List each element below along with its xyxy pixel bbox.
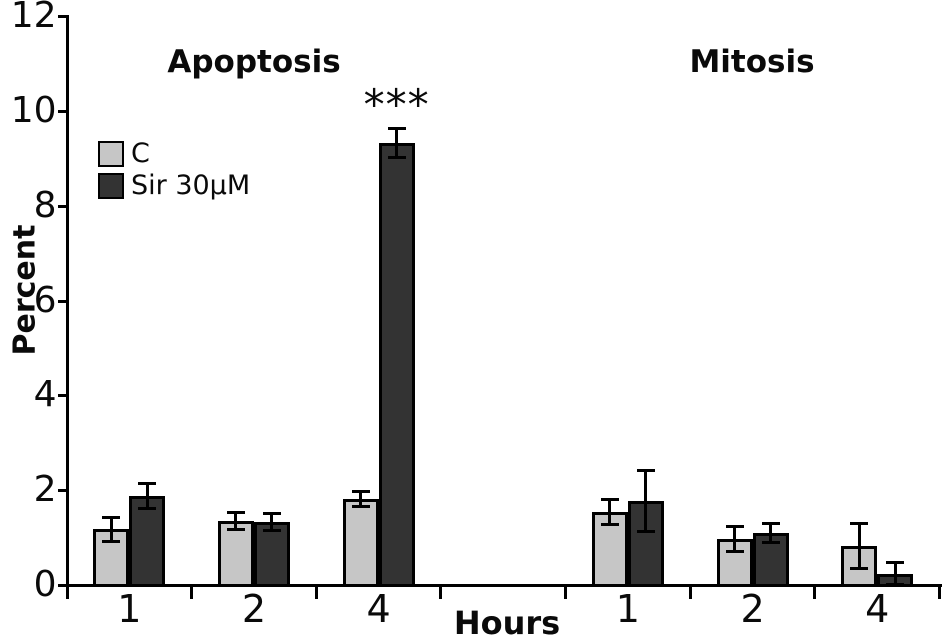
error-bar-cap <box>387 127 406 131</box>
error-bar-line <box>270 513 274 531</box>
y-tick <box>57 204 67 208</box>
error-bar-line <box>234 512 238 530</box>
legend-swatch-c <box>98 140 124 167</box>
error-bar-line <box>644 470 648 532</box>
bar-sir-apoptosis-4h <box>378 143 415 587</box>
x-tick <box>190 584 194 599</box>
bar-sir-apoptosis-2h <box>253 522 290 587</box>
x-tick <box>564 584 568 599</box>
error-bar-line <box>769 523 773 543</box>
x-tick <box>439 584 443 599</box>
x-axis-line <box>65 584 942 587</box>
y-tick-label: 10 <box>10 89 57 131</box>
y-tick-label: 4 <box>33 374 57 416</box>
error-bar-cap <box>600 523 619 527</box>
y-tick-label: 2 <box>33 469 57 511</box>
error-bar-cap <box>725 549 744 553</box>
y-tick <box>57 109 67 113</box>
error-bar-cap <box>636 530 655 534</box>
group-title-mitosis: Mitosis <box>689 44 815 80</box>
x-tick-label: 2 <box>241 587 267 631</box>
bar-c-apoptosis-4h <box>342 498 379 587</box>
bar-c-apoptosis-2h <box>217 520 254 587</box>
error-bar-cap <box>636 468 655 472</box>
error-bar-line <box>733 526 737 552</box>
y-axis-line <box>65 15 69 587</box>
error-bar-cap <box>387 155 406 159</box>
error-bar-line <box>608 499 612 525</box>
error-bar-cap <box>850 521 869 525</box>
error-bar-line <box>857 523 861 569</box>
y-tick <box>57 394 67 398</box>
y-tick <box>57 489 67 493</box>
error-bar-cap <box>725 525 744 529</box>
error-bar-line <box>395 128 399 158</box>
error-bar-cap <box>351 489 370 493</box>
significance-annotation: *** <box>363 80 430 129</box>
error-bar-cap <box>262 529 281 533</box>
y-tick-label: 8 <box>33 184 57 226</box>
error-bar-cap <box>886 582 905 586</box>
error-bar-cap <box>102 539 121 543</box>
error-bar-cap <box>138 507 157 511</box>
y-tick-label: 12 <box>10 0 57 36</box>
legend-label-c: C <box>131 138 150 169</box>
error-bar-cap <box>262 512 281 516</box>
y-tick-label: 6 <box>33 279 57 321</box>
x-tick <box>314 584 318 599</box>
error-bar-cap <box>761 541 780 545</box>
error-bar-cap <box>102 516 121 520</box>
bar-sir-apoptosis-1h <box>129 496 166 587</box>
x-tick <box>688 584 692 599</box>
x-tick <box>65 584 69 599</box>
error-bar-line <box>893 562 897 585</box>
group-title-apoptosis: Apoptosis <box>167 44 341 80</box>
legend-label-sir: Sir 30µM <box>131 170 251 201</box>
error-bar-cap <box>226 527 245 531</box>
error-bar-line <box>145 483 149 509</box>
error-bar-cap <box>226 510 245 514</box>
legend-item-c: C <box>98 140 250 167</box>
error-bar-cap <box>761 522 780 526</box>
error-bar-cap <box>850 567 869 571</box>
error-bar-line <box>359 491 363 507</box>
x-tick <box>813 584 817 599</box>
error-bar-cap <box>600 497 619 501</box>
x-tick-label: 4 <box>366 587 391 631</box>
x-tick <box>938 584 941 599</box>
y-tick <box>57 584 67 587</box>
error-bar-cap <box>138 482 157 486</box>
error-bar-line <box>109 517 113 542</box>
x-tick-label: 1 <box>615 587 640 631</box>
y-tick-label: 0 <box>33 564 57 605</box>
error-bar-cap <box>886 561 905 565</box>
x-tick-label: 1 <box>117 587 142 631</box>
legend-swatch-sir <box>98 172 124 199</box>
legend: C Sir 30µM <box>98 140 250 204</box>
x-tick-label: 4 <box>865 587 890 631</box>
y-tick <box>57 299 67 303</box>
y-tick <box>57 15 67 18</box>
error-bar-cap <box>351 504 370 508</box>
x-tick-label: 2 <box>740 587 765 631</box>
x-axis-title: Hours <box>453 604 561 638</box>
legend-item-sir: Sir 30µM <box>98 172 250 199</box>
